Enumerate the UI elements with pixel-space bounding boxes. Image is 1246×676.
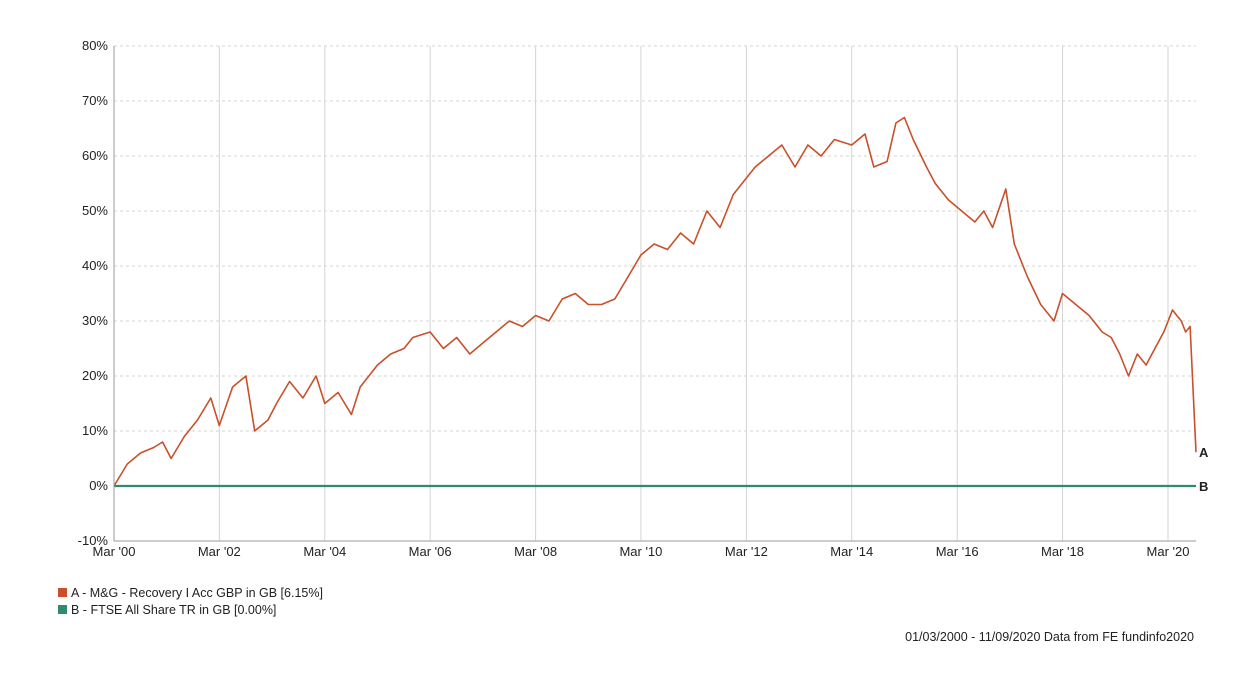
axes xyxy=(113,46,1196,542)
grid-lines xyxy=(113,45,1196,542)
y-tick-label: 0% xyxy=(89,478,108,493)
y-tick-label: 30% xyxy=(82,313,108,328)
legend-swatch-b xyxy=(58,605,67,614)
series-end-labels: AB xyxy=(1199,445,1209,494)
x-tick-label: Mar '12 xyxy=(725,544,768,559)
x-tick-label: Mar '04 xyxy=(303,544,346,559)
series-end-label-b: B xyxy=(1199,479,1208,494)
data-source-footer: 01/03/2000 - 11/09/2020 Data from FE fun… xyxy=(905,630,1194,644)
legend-label-a: A - M&G - Recovery I Acc GBP in GB [6.15… xyxy=(71,585,323,600)
y-tick-label: 50% xyxy=(82,203,108,218)
x-tick-label: Mar '08 xyxy=(514,544,557,559)
series-line-a xyxy=(113,116,1197,487)
x-tick-label: Mar '16 xyxy=(936,544,979,559)
x-tick-label: Mar '10 xyxy=(619,544,662,559)
x-tick-label: Mar '18 xyxy=(1041,544,1084,559)
y-tick-label: 20% xyxy=(82,368,108,383)
x-tick-label: Mar '00 xyxy=(93,544,136,559)
x-tick-label: Mar '14 xyxy=(830,544,873,559)
y-tick-label: 70% xyxy=(82,93,108,108)
y-axis-ticks: 80% 70% 60% 50% 40% 30% 20% 10% 0% -10% xyxy=(78,38,109,548)
series-lines xyxy=(113,116,1197,488)
x-tick-label: Mar '06 xyxy=(409,544,452,559)
y-tick-label: -10% xyxy=(78,533,109,548)
legend-item-b[interactable]: B - FTSE All Share TR in GB [0.00%] xyxy=(58,601,323,618)
x-axis-ticks: Mar '00 Mar '02 Mar '04 Mar '06 Mar '08 Mar '… xyxy=(93,544,1190,559)
x-tick-label: Mar '20 xyxy=(1147,544,1190,559)
y-tick-label: 60% xyxy=(82,148,108,163)
legend-item-a[interactable]: A - M&G - Recovery I Acc GBP in GB [6.15… xyxy=(58,584,323,601)
legend-swatch-a xyxy=(58,588,67,597)
series-end-label-a: A xyxy=(1199,445,1209,460)
x-tick-label: Mar '02 xyxy=(198,544,241,559)
legend-label-b: B - FTSE All Share TR in GB [0.00%] xyxy=(71,602,277,617)
y-tick-label: 40% xyxy=(82,258,108,273)
legend: A - M&G - Recovery I Acc GBP in GB [6.15… xyxy=(58,584,323,618)
y-tick-label: 10% xyxy=(82,423,108,438)
y-tick-label: 80% xyxy=(82,38,108,53)
